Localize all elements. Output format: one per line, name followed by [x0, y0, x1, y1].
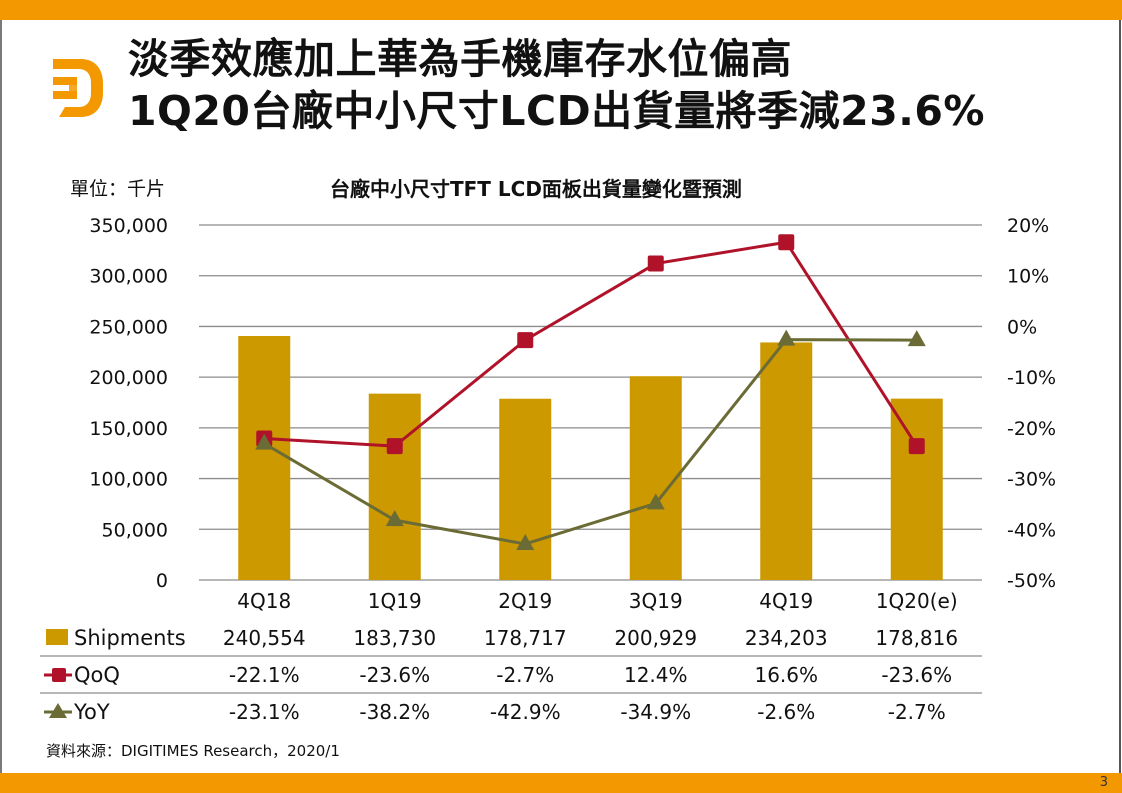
table-cell-shipments: 178,816: [875, 626, 958, 650]
slide-title: 淡季效應加上華為手機庫存水位偏高 1Q20台廠中小尺寸LCD出貨量將季減23.6…: [128, 33, 985, 137]
shipment-bars: [238, 336, 943, 580]
shipment-bar: [890, 398, 943, 580]
table-cell-yoy: -2.7%: [888, 700, 946, 724]
y-left-tick-label: 50,000: [102, 519, 168, 541]
shipment-bar: [238, 336, 291, 580]
yoy-point-marker: [516, 533, 535, 550]
digitimes-logo-icon: [53, 59, 103, 117]
table-cell-shipments: 183,730: [353, 626, 436, 650]
qoq-line: [264, 240, 919, 448]
y-left-tick-label: 250,000: [89, 316, 168, 338]
category-label: 1Q19: [368, 589, 422, 613]
table-cell-qoq: 16.6%: [754, 663, 818, 687]
table-cell-qoq: -2.7%: [496, 663, 554, 687]
y-right-tick-label: -30%: [1007, 469, 1056, 491]
yoy-point-marker: [385, 510, 404, 527]
category-label: 4Q18: [237, 589, 291, 613]
slide-right-border: [1119, 20, 1121, 773]
y-left-tick-label: 300,000: [89, 266, 168, 288]
y-right-tick-label: 10%: [1007, 266, 1049, 288]
qoq-point-marker: [517, 332, 534, 349]
qoq-point-marker: [778, 234, 795, 251]
y-left-tick-label: 350,000: [89, 215, 168, 237]
table-cell-yoy: -23.1%: [229, 700, 300, 724]
yoy-point-marker: [255, 433, 274, 450]
shipment-bar: [499, 398, 552, 580]
y-right-tick-label: -40%: [1007, 519, 1056, 541]
axis-ticks: 350,000 20% 300,000 10% 250,000 0% 200,000 -10%…: [89, 215, 1056, 592]
table-cell-yoy: -34.9%: [620, 700, 691, 724]
shipment-bar: [760, 342, 813, 580]
source-note: 資料來源：DIGITIMES Research，2020/1: [46, 742, 340, 760]
category-label: 3Q19: [629, 589, 683, 613]
yoy-line: [263, 338, 917, 546]
top-accent-bar: [0, 0, 1122, 20]
page-number: 3: [1099, 775, 1108, 790]
table-cell-yoy: -42.9%: [490, 700, 561, 724]
y-left-tick-label: 100,000: [89, 469, 168, 491]
qoq-point-marker: [908, 438, 925, 455]
gridlines: [199, 224, 982, 581]
table-cell-yoy: -38.2%: [359, 700, 430, 724]
yoy-point-marker: [907, 330, 926, 347]
slide-title-line-1: 淡季效應加上華為手機庫存水位偏高: [128, 35, 792, 83]
unit-label: 單位：千片: [70, 178, 166, 200]
table-cell-qoq: -22.1%: [229, 663, 300, 687]
category-label: 2Q19: [498, 589, 552, 613]
category-label: 1Q20(e): [876, 589, 958, 613]
y-right-tick-label: -50%: [1007, 570, 1056, 592]
qoq-point-marker: [647, 255, 664, 272]
legend-label-yoy: YoY: [73, 700, 110, 724]
slide-left-border: [0, 20, 2, 773]
shipments-legend-swatch-icon: [46, 629, 68, 645]
percentage-lines: [255, 234, 926, 550]
table-cell-shipments: 240,554: [223, 626, 306, 650]
yoy-legend-marker-icon: [49, 703, 67, 718]
data-table: 4Q18 1Q19 2Q19 3Q19 4Q19 1Q20(e) Shipments 240,…: [40, 589, 982, 724]
table-cell-shipments: 200,929: [614, 626, 697, 650]
chart-title: 台廠中小尺寸TFT LCD面板出貨量變化暨預測: [330, 177, 742, 201]
y-left-tick-label: 0: [156, 570, 168, 592]
category-label: 4Q19: [759, 589, 813, 613]
legend-label-shipments: Shipments: [74, 626, 186, 650]
table-cell-shipments: 234,203: [745, 626, 828, 650]
table-cell-qoq: -23.6%: [881, 663, 952, 687]
table-cell-qoq: -23.6%: [359, 663, 430, 687]
shipment-bar: [629, 376, 682, 580]
table-cell-shipments: 178,717: [484, 626, 567, 650]
y-right-tick-label: -10%: [1007, 367, 1056, 389]
y-right-tick-label: 0%: [1007, 316, 1037, 338]
yoy-point-marker: [777, 329, 796, 346]
table-cell-yoy: -2.6%: [757, 700, 815, 724]
qoq-point-marker: [386, 438, 403, 455]
legend-label-qoq: QoQ: [74, 663, 120, 687]
yoy-point-marker: [646, 493, 665, 510]
y-left-tick-label: 200,000: [89, 367, 168, 389]
bottom-accent-bar: 3: [0, 773, 1122, 793]
y-right-tick-label: 20%: [1007, 215, 1049, 237]
table-cell-qoq: 12.4%: [624, 663, 688, 687]
qoq-legend-marker-icon: [52, 668, 66, 682]
slide-title-line-2: 1Q20台廠中小尺寸LCD出貨量將季減23.6%: [128, 87, 985, 135]
shipment-bar: [368, 393, 421, 580]
y-right-tick-label: -20%: [1007, 418, 1056, 440]
y-left-tick-label: 150,000: [89, 418, 168, 440]
